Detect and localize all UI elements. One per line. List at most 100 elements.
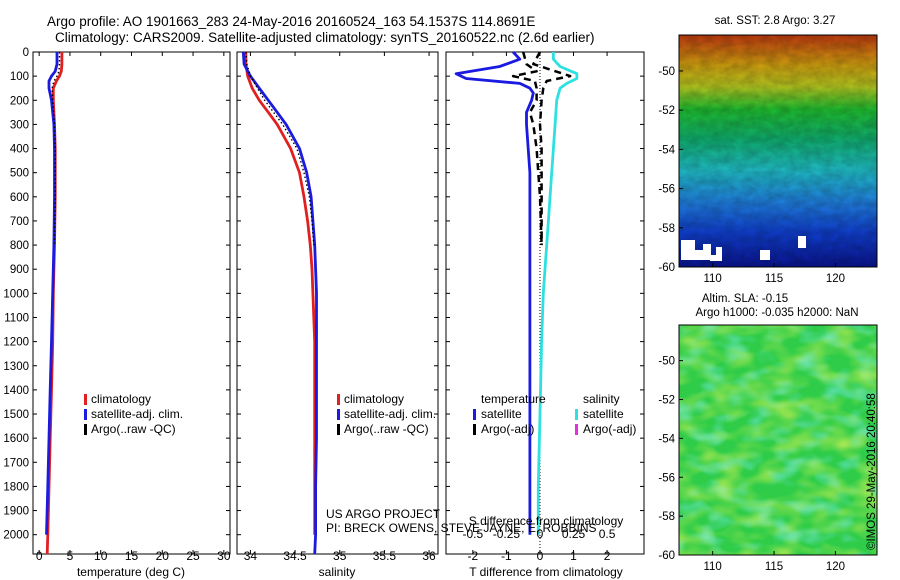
sla-map-lows [679,325,877,555]
legend-swatch-climatology [84,394,87,405]
legend-label-climatology: climatology [91,392,151,406]
s-tick-label: 0.25 [562,527,586,541]
legend-swatch-t-argo [473,424,476,435]
depth-tick-label: 1200 [3,337,29,349]
depth-tick-label: 400 [10,144,29,156]
lat-tick-label: -60 [658,550,675,562]
legend-label-s-argo: Argo(-adj) [583,422,636,436]
legend-label-climatology: climatology [344,392,404,406]
chart-title-line1: Argo profile: AO 1901663_283 24-May-2016… [47,14,536,29]
legend-title-salinity: salinity [583,392,620,406]
legend-swatch-satellite [84,409,87,420]
x-tick-label: 34.5 [283,549,307,563]
depth-tick-label: 1400 [3,385,29,397]
series-line-satellite-adj-clim- [45,52,59,535]
depth-tick-label: 900 [10,264,29,276]
sst-map: sat. SST: 2.8 Argo: 3.27 110 115 120 -50 -52… [658,15,878,285]
series-line-climatology [244,52,317,535]
x-tick-label: -1 [501,549,512,563]
sst-map-texture [679,35,877,267]
lat-tick-label: -52 [658,395,675,407]
salinity-axes [236,51,439,555]
depth-tick-label: 2000 [3,530,29,542]
x-tick-label: -2 [468,549,479,563]
depth-tick-label: 500 [10,168,29,180]
series-line-satellite-adj-clim- [241,51,318,555]
x-tick-label: 10 [94,549,108,563]
legend-label-argo: Argo(..raw -QC) [344,422,429,436]
depth-tick-label: 1900 [3,506,29,518]
depth-tick-label: 1600 [3,433,29,445]
temperature-axes [32,51,231,555]
s-tick-label: 0.5 [599,527,616,541]
lon-tick-label: 110 [703,561,721,573]
x-tick-label: 0 [537,549,544,563]
sla-map-frame [678,324,878,556]
x-tick-label: 30 [217,549,231,563]
lon-tick-label: 120 [826,561,845,573]
x-tick-label: 2 [604,549,611,563]
lat-tick-label: -52 [658,105,675,117]
lon-tick-label: 115 [765,561,783,573]
difference-series [446,51,644,554]
sla-map: Altim. SLA: -0.15 Argo h1000: -0.035 h20… [658,293,878,573]
temperature-xlabel: temperature (deg C) [77,565,185,579]
depth-tick-label: 600 [10,192,29,204]
x-tick-label: 36 [422,549,436,563]
depth-tick-label: 1800 [3,481,29,493]
legend-label-t-satellite: satellite [481,407,522,421]
legend-swatch-s-satellite [575,409,578,420]
salinity-legend: climatology satellite-adj. clim. Argo(..… [337,392,436,436]
sla-map-title1: Altim. SLA: -0.15 [702,293,788,305]
series-line-argo-raw-qc- [245,51,315,246]
lat-tick-label: -56 [658,184,675,196]
temperature-series [33,51,230,555]
depth-tick-label: 100 [10,71,29,83]
lat-tick-label: -54 [658,433,675,445]
legend-label-argo: Argo(..raw -QC) [91,422,176,436]
x-tick-label: 34 [244,549,258,563]
legend-swatch-climatology [337,394,340,405]
imos-watermark: ©IMOS 29-May-2016 20:40:58 [866,393,878,550]
salinity-series [237,51,438,555]
lat-tick-label: -60 [658,262,675,274]
s-tick-label: 0 [537,527,544,541]
x-tick-labels: 0 5 10 15 20 25 30 34 34.5 35 35.5 36 -2 -1 0 1 2 -0.5 -0.… [36,527,616,563]
chart-title-line2: Climatology: CARS2009. Satellite-adjuste… [55,30,595,45]
depth-tick-label: 1300 [3,361,29,373]
temperature-legend: climatology satellite-adj. clim. Argo(..… [84,392,183,436]
depth-tick-label: 800 [10,240,29,252]
project-line1: US ARGO PROJECT [326,507,441,521]
difference-xlabel-top: S difference from climatology [469,514,624,528]
lat-tick-label: -54 [658,144,675,156]
project-line2: PI: BRECK OWENS, STEVE JAYNE, E. ROBBINS [326,521,597,535]
difference-axes [445,51,645,555]
depth-tick-label: 200 [10,95,29,107]
depth-tick-label: 1100 [4,312,29,324]
x-tick-label: 15 [125,549,139,563]
sst-map-title: sat. SST: 2.8 Argo: 3.27 [715,15,836,27]
x-tick-label: 1 [570,549,577,563]
lat-tick-label: -50 [658,66,675,78]
series-line-temperature-satellite [454,51,535,535]
legend-swatch-s-argo [575,424,578,435]
lat-tick-label: -50 [658,356,675,368]
sst-map-land-gaps [681,236,806,261]
legend-swatch-satellite [337,409,340,420]
salinity-xlabel: salinity [319,565,356,579]
s-tick-label: -0.25 [493,527,521,541]
depth-tick-label: 1700 [3,457,29,469]
legend-swatch-argo [337,424,340,435]
series-line-salinity-satellite [536,52,579,535]
x-tick-label: 35.5 [373,549,397,563]
legend-label-satellite: satellite-adj. clim. [344,407,436,421]
x-tick-label: 5 [67,549,74,563]
lon-tick-label: 110 [703,273,721,285]
legend-title-temperature: temperature [481,392,546,406]
sla-map-ticks: 110 115 120 -50 -52 -54 -56 -58 -60 [658,356,845,573]
depth-tick-label: 0 [23,47,29,59]
s-tick-label: -0.5 [463,527,484,541]
lat-tick-label: -56 [658,472,675,484]
depth-tick-label: 1000 [3,288,29,300]
